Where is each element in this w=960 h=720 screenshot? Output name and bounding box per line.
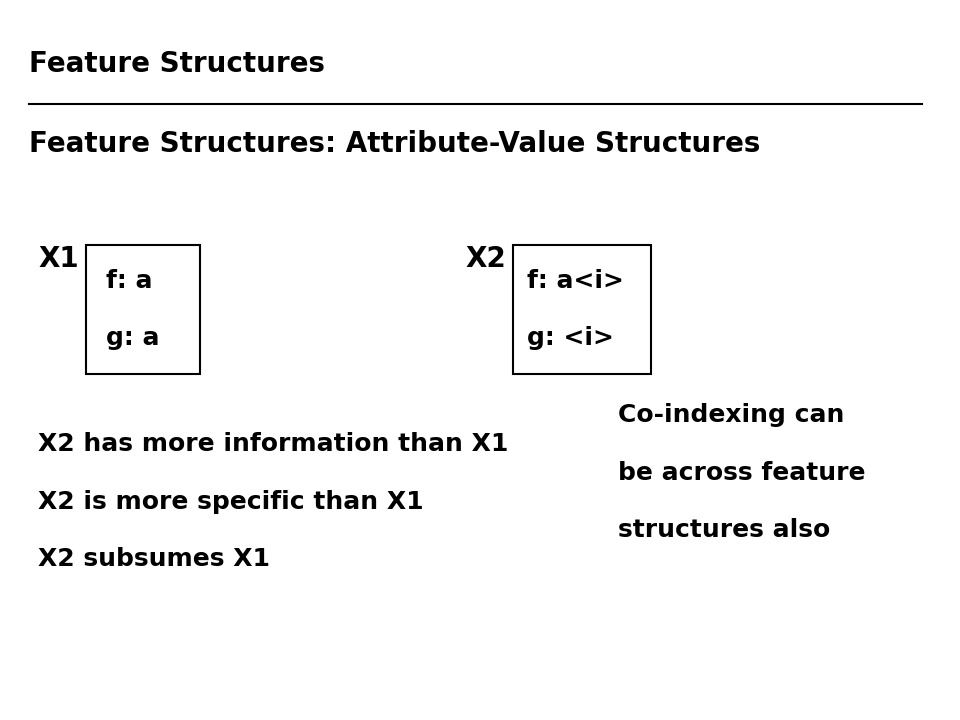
Text: X2 subsumes X1: X2 subsumes X1: [38, 547, 270, 571]
Text: Feature Structures: Feature Structures: [29, 50, 324, 78]
Text: Co-indexing can: Co-indexing can: [617, 403, 844, 427]
Text: X1: X1: [38, 245, 79, 273]
Text: be across feature: be across feature: [617, 461, 865, 485]
Text: X2 has more information than X1: X2 has more information than X1: [38, 432, 509, 456]
Text: structures also: structures also: [617, 518, 830, 542]
Text: g: <i>: g: <i>: [527, 326, 613, 350]
Text: Feature Structures: Attribute-Value Structures: Feature Structures: Attribute-Value Stru…: [29, 130, 760, 158]
Text: g: a: g: a: [106, 326, 159, 350]
FancyBboxPatch shape: [85, 245, 200, 374]
FancyBboxPatch shape: [514, 245, 651, 374]
Text: f: a<i>: f: a<i>: [527, 269, 624, 293]
Text: f: a: f: a: [106, 269, 153, 293]
Text: X2: X2: [466, 245, 506, 273]
Text: X2 is more specific than X1: X2 is more specific than X1: [38, 490, 423, 513]
